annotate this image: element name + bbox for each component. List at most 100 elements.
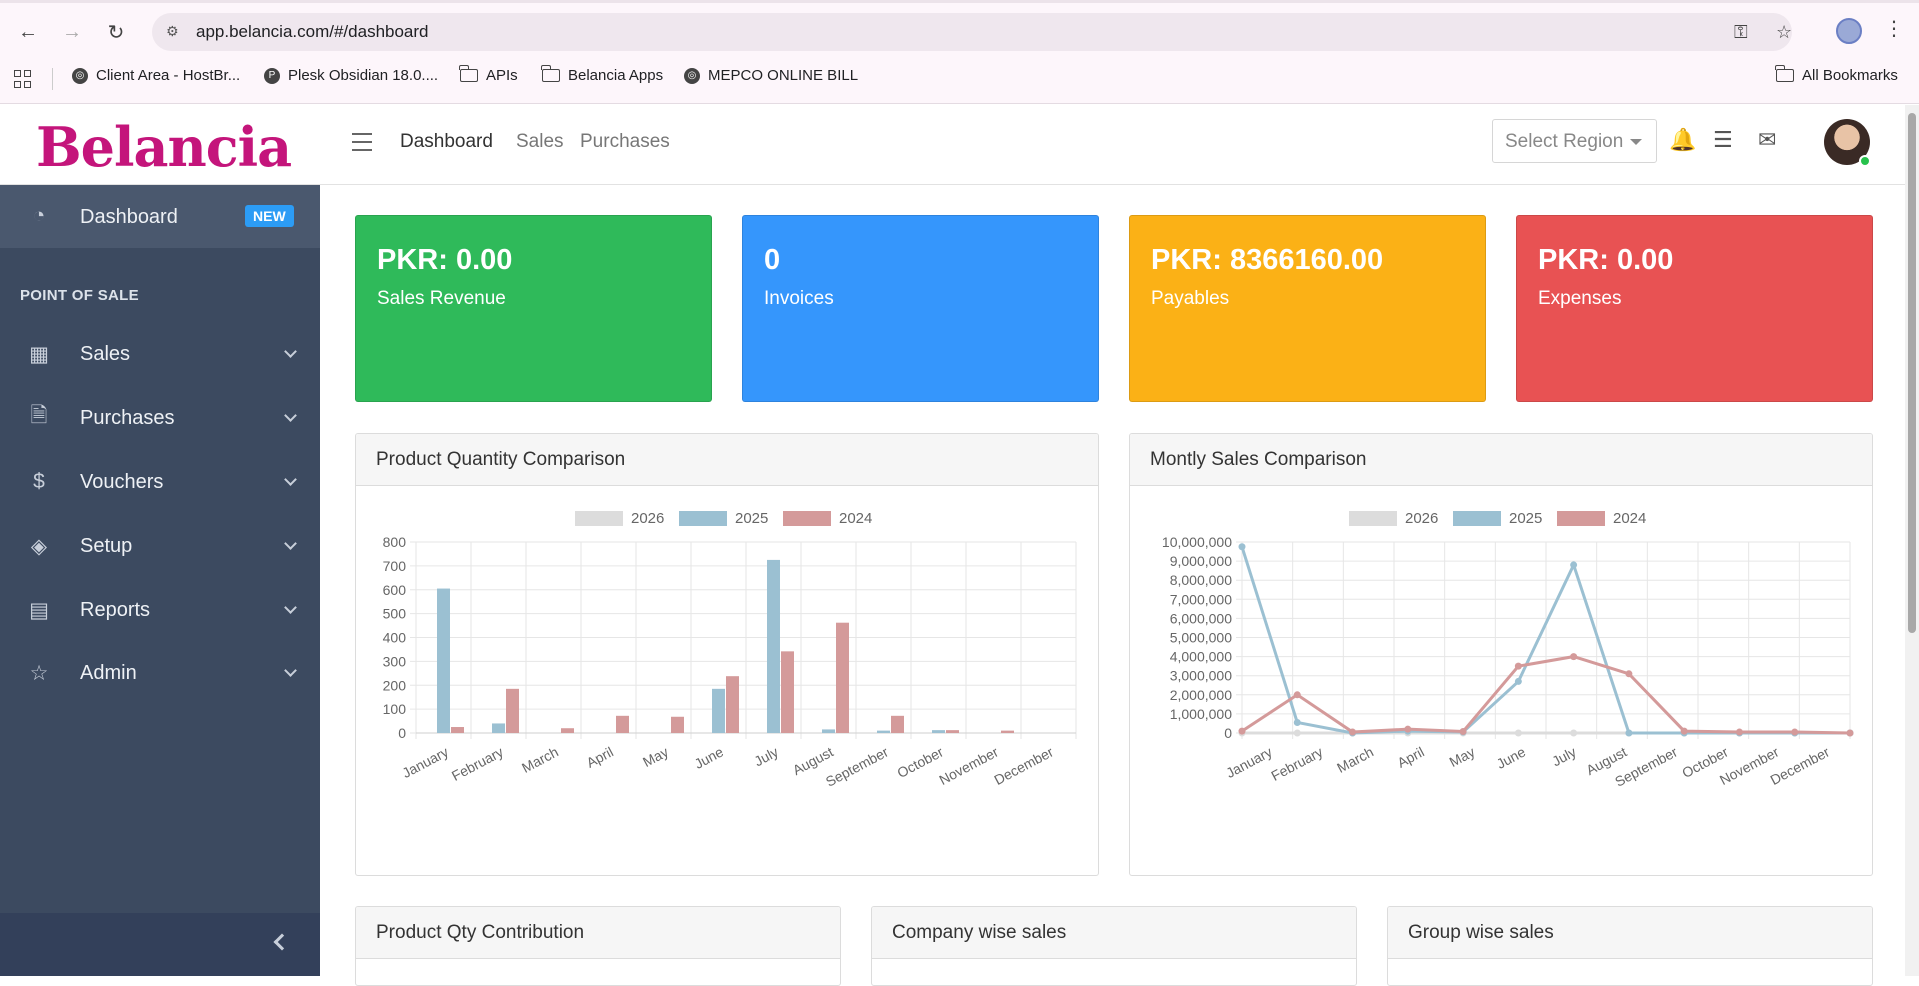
- profile-icon[interactable]: [1836, 18, 1862, 44]
- site-info-icon[interactable]: ⚙: [166, 23, 179, 39]
- y-tick-label: 500: [383, 606, 407, 622]
- hamburger-menu-icon[interactable]: [352, 133, 372, 151]
- data-point: [1570, 653, 1578, 661]
- reload-icon[interactable]: ↻: [107, 21, 125, 44]
- report-icon: ▤: [29, 598, 49, 622]
- envelope-icon[interactable]: ✉: [1758, 127, 1777, 152]
- select-region-dropdown[interactable]: Select Region: [1492, 119, 1657, 163]
- key-icon[interactable]: ⚿: [1734, 22, 1748, 42]
- folder-icon: [541, 65, 560, 82]
- y-tick-label: 0: [1224, 725, 1232, 741]
- y-tick-label: 5,000,000: [1170, 630, 1232, 646]
- sidebar-item-setup[interactable]: ◈ Setup: [0, 521, 320, 571]
- sidebar-section-title: POINT OF SALE: [20, 287, 139, 304]
- payables-card[interactable]: PKR: 8366160.00 Payables: [1129, 215, 1486, 402]
- topnav-sales[interactable]: Sales: [516, 131, 564, 152]
- bar: [781, 651, 794, 733]
- online-status-icon: [1859, 155, 1871, 167]
- data-point: [1514, 662, 1522, 670]
- tab-strip: [0, 0, 1919, 3]
- invoices-card[interactable]: 0 Invoices: [742, 215, 1099, 402]
- product-quantity-panel: Product Quantity Comparison 2026 2025 2024…: [355, 433, 1099, 876]
- x-tick-label: April: [1394, 744, 1426, 771]
- sales-revenue-card[interactable]: PKR: 0.00 Sales Revenue: [355, 215, 712, 402]
- bookmark-item[interactable]: P Plesk Obsidian 18.0....: [264, 67, 438, 84]
- data-point: [1349, 728, 1357, 736]
- sidebar-item-label: Reports: [80, 599, 151, 621]
- app-header: Belancia Dashboard Sales Purchases Selec…: [0, 105, 1905, 185]
- address-bar[interactable]: ⚙ app.belancia.com/#/dashboard ⚿ ☆: [152, 13, 1792, 51]
- data-point: [1846, 729, 1854, 737]
- chevron-down-icon: [284, 537, 297, 550]
- chevron-down-icon: [284, 409, 297, 422]
- collapse-sidebar-icon[interactable]: [273, 933, 291, 951]
- data-point: [1735, 728, 1743, 736]
- back-icon[interactable]: ←: [18, 20, 38, 43]
- expenses-card[interactable]: PKR: 0.00 Expenses: [1516, 215, 1873, 402]
- bookmark-separator: [52, 68, 53, 90]
- y-tick-label: 4,000,000: [1170, 649, 1232, 665]
- bar: [437, 588, 450, 733]
- forward-icon[interactable]: →: [62, 20, 82, 43]
- y-tick-label: 100: [383, 701, 407, 717]
- bookmark-star-icon[interactable]: ☆: [1776, 22, 1793, 42]
- scrollbar-thumb[interactable]: [1908, 113, 1916, 633]
- bookmark-item[interactable]: ◎ MEPCO ONLINE BILL: [684, 67, 858, 84]
- y-tick-label: 9,000,000: [1170, 553, 1232, 569]
- data-point: [1293, 718, 1301, 726]
- sidebar-footer: [0, 913, 320, 976]
- card-label: Sales Revenue: [377, 288, 506, 309]
- series-line: [1241, 655, 1851, 735]
- x-tick-label: December: [991, 743, 1056, 788]
- data-point: [1238, 543, 1246, 551]
- bar: [1001, 730, 1014, 733]
- sidebar-item-purchases[interactable]: 🗎 Purchases: [0, 393, 320, 443]
- browser-menu-icon[interactable]: ⋮: [1884, 18, 1904, 40]
- data-point: [1680, 727, 1688, 735]
- topnav-purchases[interactable]: Purchases: [580, 131, 670, 152]
- y-tick-label: 600: [383, 582, 407, 598]
- plesk-icon: P: [264, 67, 280, 84]
- y-tick-label: 6,000,000: [1170, 610, 1232, 626]
- belancia-logo[interactable]: Belancia: [36, 115, 292, 179]
- data-point: [1514, 729, 1522, 737]
- group-sales-panel: Group wise sales: [1387, 906, 1873, 986]
- all-bookmarks[interactable]: All Bookmarks: [1775, 65, 1898, 84]
- region-placeholder: Select Region: [1505, 131, 1624, 152]
- bookmark-item[interactable]: APIs: [459, 65, 518, 84]
- bar: [451, 727, 464, 733]
- task-list-icon[interactable]: ☰: [1713, 127, 1733, 152]
- sidebar-item-dashboard[interactable]: ◔ Dashboard NEW: [0, 185, 320, 248]
- sidebar-item-admin[interactable]: ☆ Admin: [0, 648, 320, 698]
- sidebar-item-sales[interactable]: ▦ Sales: [0, 329, 320, 379]
- product-quantity-bar-chart: 2026 2025 2024 0 100 200 300 400 500 600 700 800 Jan…: [383, 510, 1077, 790]
- new-badge: NEW: [245, 205, 294, 227]
- chevron-down-icon: [284, 664, 297, 677]
- bookmark-item[interactable]: ◎ Client Area - HostBr...: [72, 67, 240, 84]
- x-tick-label: February: [1268, 744, 1325, 784]
- sidebar-item-reports[interactable]: ▤ Reports: [0, 585, 320, 635]
- y-tick-label: 400: [383, 630, 407, 646]
- chevron-down-icon: [284, 601, 297, 614]
- y-tick-label: 2,000,000: [1170, 687, 1232, 703]
- x-tick-label: February: [449, 744, 506, 784]
- card-value: PKR: 0.00: [377, 244, 513, 276]
- company-sales-panel: Company wise sales: [871, 906, 1357, 986]
- legend-label: 2024: [1613, 510, 1646, 527]
- data-point: [1570, 729, 1578, 737]
- panel-title: Company wise sales: [872, 907, 1356, 959]
- bar: [671, 716, 684, 733]
- bell-icon[interactable]: 🔔: [1669, 127, 1697, 152]
- url-text[interactable]: app.belancia.com/#/dashboard: [196, 22, 429, 41]
- x-tick-label: January: [399, 744, 450, 782]
- sidebar-item-vouchers[interactable]: $ Vouchers: [0, 457, 320, 507]
- legend-swatch: [1453, 511, 1501, 526]
- globe-icon: ◎: [72, 67, 88, 84]
- page-scrollbar[interactable]: [1905, 105, 1919, 976]
- star-icon: ☆: [29, 661, 49, 685]
- bookmark-item[interactable]: Belancia Apps: [541, 65, 663, 84]
- card-value: PKR: 8366160.00: [1151, 244, 1384, 276]
- panel-title: Product Quantity Comparison: [356, 434, 1098, 486]
- apps-grid-icon[interactable]: [14, 70, 32, 88]
- topnav-dashboard[interactable]: Dashboard: [400, 131, 493, 152]
